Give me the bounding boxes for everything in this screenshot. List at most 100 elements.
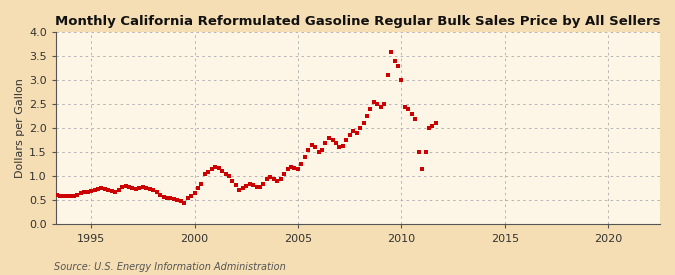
Point bbox=[427, 123, 438, 128]
Point bbox=[58, 193, 69, 198]
Point bbox=[203, 169, 214, 174]
Point bbox=[127, 186, 138, 191]
Point bbox=[158, 194, 169, 199]
Point bbox=[282, 167, 293, 171]
Point bbox=[189, 191, 200, 195]
Point bbox=[362, 114, 373, 118]
Point bbox=[186, 193, 196, 198]
Point bbox=[76, 191, 86, 195]
Point bbox=[261, 177, 272, 181]
Point bbox=[403, 107, 414, 111]
Point bbox=[61, 194, 72, 198]
Point bbox=[172, 198, 183, 203]
Point bbox=[351, 131, 362, 135]
Point bbox=[389, 59, 400, 63]
Point bbox=[400, 104, 410, 109]
Point bbox=[148, 188, 159, 192]
Point bbox=[423, 126, 434, 130]
Point bbox=[176, 199, 186, 204]
Point bbox=[292, 167, 303, 171]
Point bbox=[155, 192, 165, 197]
Point bbox=[286, 164, 296, 169]
Point bbox=[130, 187, 141, 191]
Point bbox=[375, 104, 386, 109]
Point bbox=[200, 172, 211, 176]
Point bbox=[254, 185, 265, 189]
Point bbox=[192, 186, 203, 191]
Point bbox=[365, 107, 376, 111]
Point bbox=[241, 184, 252, 188]
Point bbox=[358, 121, 369, 126]
Point bbox=[258, 181, 269, 186]
Point bbox=[196, 181, 207, 186]
Point bbox=[79, 190, 90, 194]
Point bbox=[279, 172, 290, 176]
Title: Monthly California Reformulated Gasoline Regular Bulk Sales Price by All Sellers: Monthly California Reformulated Gasoline… bbox=[55, 15, 661, 28]
Point bbox=[89, 188, 100, 192]
Point bbox=[354, 126, 365, 130]
Point bbox=[141, 186, 152, 190]
Point bbox=[107, 189, 117, 193]
Point bbox=[431, 121, 441, 126]
Point bbox=[238, 186, 248, 191]
Point bbox=[220, 172, 231, 176]
Point bbox=[234, 188, 245, 192]
Point bbox=[303, 148, 314, 152]
Point bbox=[169, 197, 180, 202]
Point bbox=[210, 164, 221, 169]
Point bbox=[251, 185, 262, 189]
Point bbox=[223, 174, 234, 178]
Point bbox=[144, 187, 155, 191]
Point bbox=[410, 116, 421, 121]
Point bbox=[348, 128, 358, 133]
Point bbox=[151, 189, 162, 194]
Point bbox=[82, 189, 93, 194]
Point bbox=[134, 186, 144, 190]
Point bbox=[379, 102, 389, 106]
Point bbox=[179, 201, 190, 205]
Point bbox=[372, 102, 383, 106]
Point bbox=[369, 100, 379, 104]
Point bbox=[323, 136, 334, 140]
Point bbox=[124, 185, 134, 189]
Point bbox=[392, 64, 403, 68]
Point bbox=[65, 194, 76, 198]
Point bbox=[72, 192, 82, 197]
Point bbox=[227, 179, 238, 183]
Point bbox=[182, 196, 193, 200]
Point bbox=[113, 188, 124, 192]
Point bbox=[272, 179, 283, 183]
Point bbox=[320, 141, 331, 145]
Point bbox=[269, 177, 279, 181]
Y-axis label: Dollars per Gallon: Dollars per Gallon bbox=[15, 78, 25, 178]
Point bbox=[331, 141, 342, 145]
Point bbox=[207, 167, 217, 171]
Point bbox=[92, 187, 103, 191]
Point bbox=[327, 138, 338, 142]
Point bbox=[165, 196, 176, 200]
Point bbox=[51, 192, 62, 197]
Point bbox=[100, 187, 111, 191]
Point bbox=[217, 168, 227, 173]
Point bbox=[416, 167, 427, 171]
Point bbox=[313, 150, 324, 155]
Point bbox=[338, 144, 348, 149]
Point bbox=[382, 73, 393, 78]
Point bbox=[161, 195, 172, 200]
Point bbox=[289, 166, 300, 170]
Point bbox=[317, 148, 327, 152]
Point bbox=[341, 138, 352, 142]
Point bbox=[244, 181, 255, 186]
Point bbox=[55, 193, 65, 198]
Point bbox=[231, 183, 242, 187]
Text: Source: U.S. Energy Information Administration: Source: U.S. Energy Information Administ… bbox=[54, 262, 286, 272]
Point bbox=[421, 150, 431, 155]
Point bbox=[120, 184, 131, 188]
Point bbox=[385, 50, 396, 54]
Point bbox=[213, 166, 224, 170]
Point bbox=[86, 189, 97, 193]
Point bbox=[248, 183, 259, 187]
Point bbox=[103, 188, 113, 192]
Point bbox=[300, 155, 310, 159]
Point bbox=[275, 177, 286, 181]
